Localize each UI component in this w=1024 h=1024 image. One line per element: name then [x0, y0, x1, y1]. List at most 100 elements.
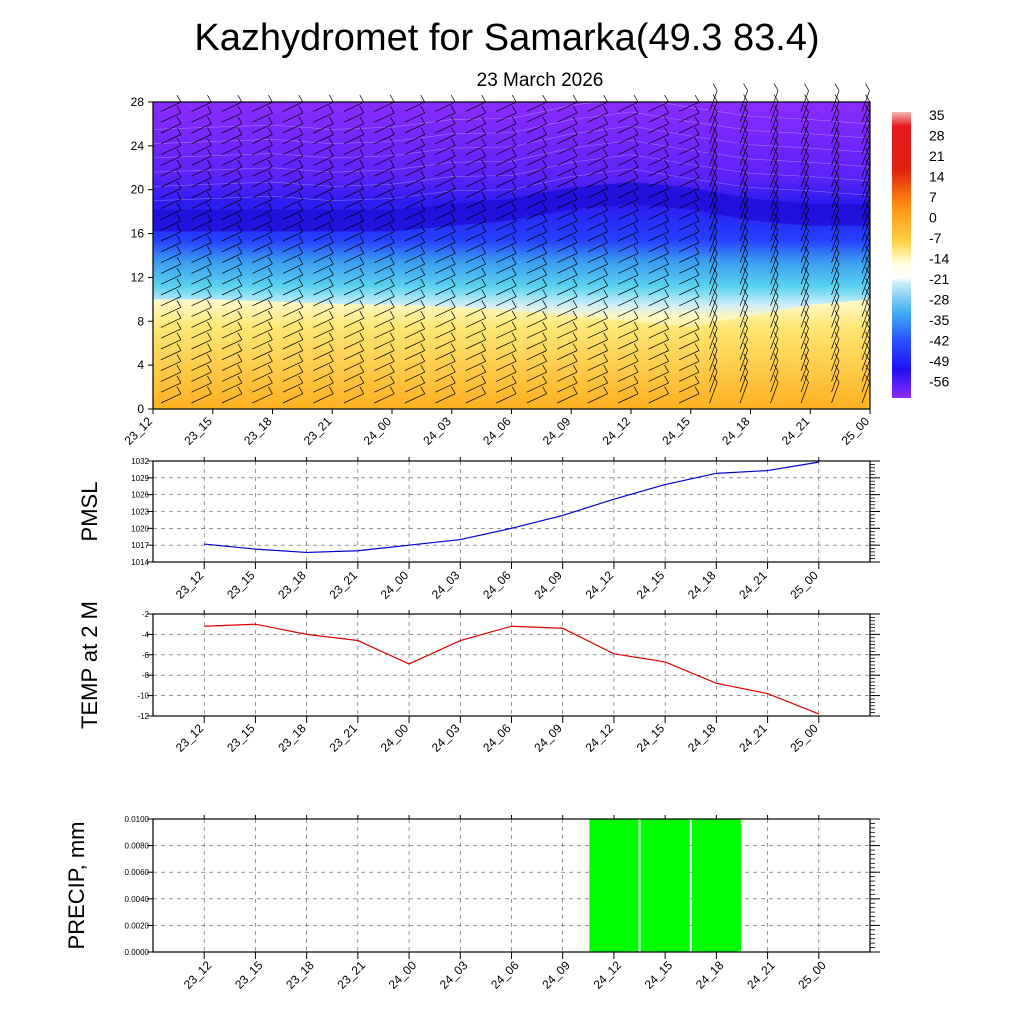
wind-barb-flag	[329, 354, 334, 362]
wind-barb-flag	[694, 170, 700, 178]
wind-barb	[221, 317, 243, 328]
wind-barb	[435, 209, 456, 220]
wind-barb	[252, 296, 273, 307]
wind-barb	[374, 134, 395, 145]
wind-barb-flag	[572, 332, 578, 340]
wind-barb	[465, 242, 486, 253]
wind-barb	[343, 220, 364, 231]
wind-barb-flag	[389, 386, 395, 394]
wind-barb	[465, 155, 486, 166]
wind-barb	[526, 306, 547, 317]
wind-barb-flag	[176, 375, 182, 384]
wind-barb-flag	[712, 256, 718, 264]
wind-barb	[770, 349, 779, 371]
wind-barb-flag	[633, 246, 639, 254]
wind-barb	[221, 393, 243, 404]
wind-barb-flag	[664, 300, 669, 308]
x-tick-label: 24_03	[429, 721, 463, 755]
wind-barb-flag	[712, 169, 718, 178]
wind-barb-flag	[694, 256, 700, 265]
wind-barb-flag	[268, 159, 273, 168]
y-tick-label: 0.0080	[125, 842, 150, 851]
wind-barb-flag	[450, 159, 456, 168]
wind-barb	[313, 382, 334, 393]
wind-barb	[496, 112, 517, 123]
wind-barb-flag	[329, 127, 334, 135]
wind-barb-flag	[664, 170, 669, 178]
wind-barb-flag	[743, 105, 748, 113]
wind-barb-flag	[450, 181, 456, 189]
wind-barb-flag	[804, 213, 809, 221]
wind-barb	[648, 328, 669, 339]
wind-barb-flag	[633, 192, 639, 200]
wind-barb-flag	[511, 138, 517, 146]
wind-barb-flag	[450, 192, 456, 200]
wind-barb-flag	[176, 246, 182, 254]
wind-barb	[435, 393, 456, 404]
wind-barb	[252, 306, 273, 317]
wind-barb	[435, 177, 456, 188]
wind-barb-flag	[329, 375, 334, 384]
wind-barb	[404, 339, 425, 350]
wind-barb	[465, 285, 486, 296]
y-axis-label: PMSL	[77, 482, 102, 542]
wind-barb	[831, 231, 840, 252]
wind-barb-flag	[572, 386, 578, 394]
wind-barb-flag	[176, 127, 182, 135]
wind-barb-flag	[359, 375, 365, 384]
wind-barb-flag	[359, 127, 365, 135]
wind-barb	[191, 188, 212, 199]
wind-barb	[831, 295, 840, 317]
wind-barb	[800, 317, 809, 339]
wind-barb	[221, 231, 243, 242]
wind-barb-flag	[329, 343, 334, 351]
wind-barb-flag	[712, 299, 718, 307]
wind-barb-flag	[572, 159, 578, 168]
wind-barb-flag	[834, 148, 840, 156]
wind-barb	[252, 188, 273, 199]
y-tick-label: 20	[131, 183, 145, 197]
wind-barb-flag	[207, 105, 212, 114]
wind-barb	[282, 371, 303, 382]
wind-barb	[465, 144, 486, 155]
wind-barb-flag	[268, 94, 273, 103]
wind-barb	[800, 133, 809, 155]
wind-barb	[526, 134, 547, 145]
wind-barb-flag	[743, 234, 748, 243]
wind-barb	[343, 371, 364, 382]
wind-barb-flag	[804, 115, 809, 124]
wind-barb	[343, 252, 364, 263]
wind-barb	[221, 274, 243, 285]
wind-barb	[526, 166, 547, 177]
y-tick-label: 1026	[131, 491, 149, 500]
wind-barb	[435, 231, 456, 242]
wind-barb-flag	[329, 289, 334, 297]
wind-barb	[252, 382, 273, 393]
wind-barb-flag	[207, 332, 212, 340]
x-tick-label: 24_09	[531, 568, 565, 602]
wind-barb	[861, 306, 870, 328]
wind-barb-flag	[329, 332, 334, 340]
wind-barb	[800, 349, 809, 371]
wind-barb-flag	[664, 278, 669, 286]
wind-barb-flag	[176, 321, 182, 330]
wind-barb-flag	[712, 267, 718, 275]
wind-barb-flag	[298, 289, 304, 297]
wind-barb	[709, 177, 718, 198]
wind-barb	[861, 112, 870, 134]
wind-barb	[678, 274, 700, 285]
contour-line	[152, 154, 871, 187]
wind-barb	[160, 382, 182, 393]
wind-barb	[343, 134, 364, 145]
wind-barb	[252, 263, 273, 274]
wind-barb	[831, 123, 840, 144]
wind-barb-flag	[694, 246, 700, 254]
wind-barb	[496, 231, 517, 242]
x-tick-label: 24_15	[642, 958, 676, 992]
wind-barb	[374, 252, 395, 263]
wind-barb	[800, 263, 809, 285]
wind-barb-flag	[298, 224, 304, 232]
wind-barb-flag	[420, 343, 426, 351]
y-tick-label: 0	[137, 402, 144, 416]
